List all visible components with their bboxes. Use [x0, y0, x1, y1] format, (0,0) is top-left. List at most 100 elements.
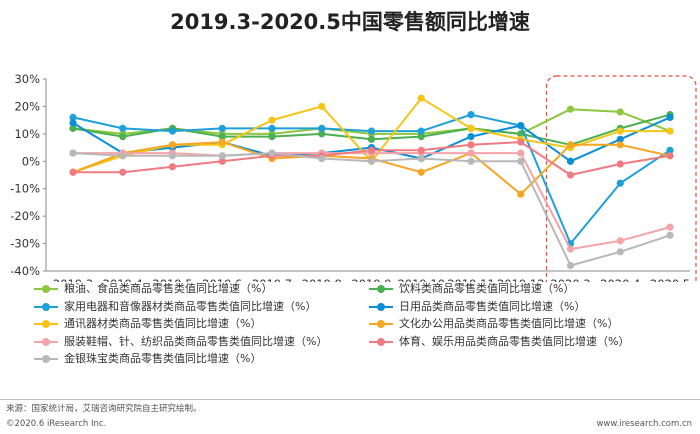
legend-marker	[377, 320, 385, 328]
y-tick-label: -20%	[10, 209, 40, 223]
copyright: ©2020.6 iResearch Inc.	[6, 419, 107, 429]
legend-marker	[42, 355, 50, 363]
series-layer	[69, 94, 674, 270]
data-point	[69, 149, 77, 157]
data-point	[318, 154, 326, 163]
y-tick-label: 10%	[14, 127, 40, 141]
legend-label: 饮料类商品零售类值同比增速（%）	[399, 282, 575, 295]
line-chart: 30% 20% 10% 0% -10% -20% -30% -40% 2019.3 2019.4 2…	[10, 72, 697, 282]
data-point	[69, 124, 77, 132]
legend-marker	[377, 302, 385, 311]
data-point	[467, 149, 475, 157]
legend-label: 通讯器材类商品零售类值同比增速（%）	[64, 317, 262, 330]
data-point	[367, 127, 376, 135]
data-point	[616, 237, 624, 245]
data-point	[417, 146, 425, 154]
data-point	[666, 231, 674, 239]
x-tick-label: 2019.5	[152, 277, 192, 282]
data-point	[417, 168, 425, 176]
x-tick-label: 2019.9	[351, 277, 391, 282]
x-tick-label: 2019.7	[252, 277, 292, 282]
data-point	[367, 135, 376, 143]
series-9	[69, 149, 674, 270]
y-tick-label: 0%	[22, 154, 40, 168]
data-point	[666, 146, 674, 154]
legend-marker	[42, 285, 50, 293]
legend-marker	[42, 302, 50, 311]
data-point	[666, 113, 674, 121]
data-point	[218, 157, 226, 165]
data-point	[268, 116, 276, 124]
data-point	[218, 152, 226, 160]
data-point	[616, 108, 624, 116]
data-point	[517, 149, 525, 157]
data-point	[566, 141, 575, 149]
data-point	[417, 94, 425, 102]
x-tick-label: 2019.4	[103, 277, 143, 282]
y-tick-label: 30%	[14, 72, 40, 86]
data-point	[616, 179, 624, 187]
legend-marker	[377, 337, 385, 346]
data-point	[517, 157, 525, 165]
data-point	[467, 133, 475, 141]
y-tick-label: 20%	[14, 99, 40, 113]
data-point	[517, 122, 525, 130]
data-point	[417, 127, 425, 135]
data-point	[218, 124, 226, 132]
y-tick-label: -40%	[10, 264, 40, 278]
legend-label: 服装鞋帽、针、纺织品类商品零售类值同比增速（%）	[64, 334, 328, 348]
data-point	[367, 157, 376, 165]
x-tick-label: 2019.10	[397, 277, 445, 282]
data-point	[417, 154, 425, 163]
data-point	[69, 168, 77, 176]
data-point	[119, 168, 127, 176]
data-point	[517, 138, 525, 146]
data-point	[467, 157, 475, 165]
data-point	[318, 130, 326, 138]
data-point	[318, 102, 326, 111]
y-tick-label: -30%	[10, 237, 40, 251]
data-point	[566, 105, 575, 113]
data-point	[517, 190, 525, 198]
data-point	[566, 261, 575, 270]
data-point	[69, 119, 77, 127]
legend-label: 日用品类商品零售类值同比增速（%）	[399, 299, 586, 313]
legend-label: 文化办公用品类商品零售类值同比增速（%）	[399, 317, 619, 330]
data-point	[467, 141, 475, 149]
series-3	[69, 111, 674, 248]
data-point	[566, 157, 575, 165]
x-tick-label: 2019.3	[53, 277, 93, 282]
data-point	[417, 133, 425, 141]
data-point	[119, 124, 127, 132]
data-point	[168, 152, 177, 160]
chart-title: 2019.3-2020.5中国零售额同比增速	[170, 10, 530, 34]
data-point	[168, 127, 177, 135]
legend-label: 家用电器和音像器材类商品零售类值同比增速（%）	[64, 299, 317, 313]
legend-marker	[42, 320, 50, 328]
data-point	[566, 171, 575, 179]
data-point	[616, 160, 624, 168]
data-point	[616, 127, 624, 135]
data-point	[666, 127, 674, 135]
data-point	[119, 152, 127, 160]
data-point	[666, 223, 674, 231]
y-tick-label: -10%	[10, 182, 40, 196]
legend-label: 体育、娱乐用品类商品零售类值同比增速（%）	[399, 334, 630, 348]
data-point	[268, 149, 276, 157]
legend-label: 粮油、食品类商品零售类值同比增速（%）	[64, 282, 273, 295]
data-point	[318, 124, 326, 132]
x-tick-label: 2019.11	[447, 277, 495, 282]
legend-marker	[42, 337, 50, 346]
series-line	[72, 152, 671, 267]
x-tick-label: 2019.8	[302, 277, 342, 282]
series-7	[69, 149, 674, 253]
axis-layer: 30% 20% 10% 0% -10% -20% -30% -40% 2019.3 2019.4 2…	[10, 72, 690, 282]
legend-marker	[377, 285, 385, 293]
data-point	[218, 138, 226, 146]
legend-label: 金银珠宝类商品零售类值同比增速（%）	[64, 352, 262, 365]
data-point	[616, 141, 624, 149]
data-point	[616, 248, 624, 256]
footer-divider	[0, 399, 700, 400]
data-point	[268, 133, 276, 141]
data-point	[168, 141, 177, 149]
